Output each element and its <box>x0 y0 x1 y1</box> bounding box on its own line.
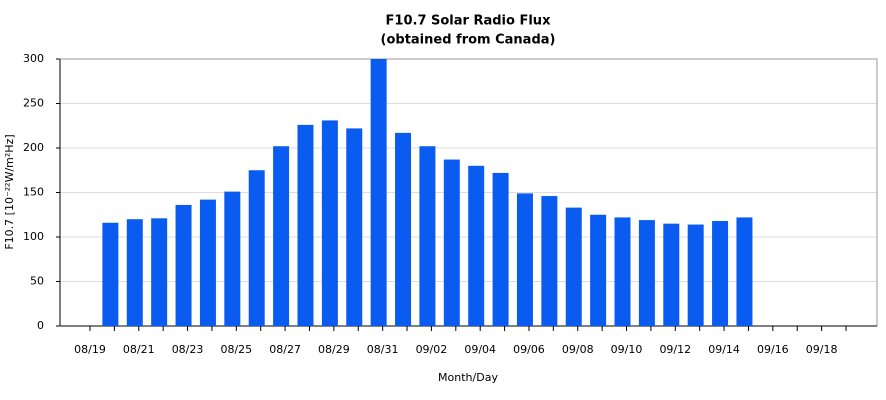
bar <box>614 217 631 326</box>
bar <box>638 220 655 326</box>
bar <box>224 191 241 326</box>
x-tick-label: 09/04 <box>464 343 496 356</box>
y-tick-label: 0 <box>37 319 44 332</box>
y-tick-label: 100 <box>23 230 44 243</box>
chart-subtitle: (obtained from Canada) <box>381 33 556 48</box>
x-axis-label: Month/Day <box>438 371 498 384</box>
y-tick-label: 300 <box>23 52 44 65</box>
bar <box>443 159 460 326</box>
x-tick-label: 09/08 <box>562 343 594 356</box>
x-tick-label: 09/10 <box>611 343 643 356</box>
bar <box>468 165 485 326</box>
bar <box>492 172 509 326</box>
bar <box>687 224 704 326</box>
y-tick-label: 150 <box>23 186 44 199</box>
y-tick-label: 250 <box>23 97 44 110</box>
bar <box>736 217 753 326</box>
bar <box>126 219 143 326</box>
bar <box>175 204 192 326</box>
bar <box>565 207 582 326</box>
bar <box>541 196 558 326</box>
x-tick-label: 08/25 <box>220 343 252 356</box>
bar <box>321 120 338 326</box>
y-axis-label: F10.7 [10⁻²²W/m²Hz] <box>3 134 16 249</box>
y-tick-label: 50 <box>30 275 44 288</box>
x-tick-label: 09/12 <box>659 343 691 356</box>
x-tick-label: 09/14 <box>708 343 740 356</box>
bar <box>199 199 216 326</box>
x-tick-label: 09/18 <box>806 343 838 356</box>
bar <box>151 218 168 326</box>
x-tick-label: 08/21 <box>123 343 155 356</box>
x-tick-label: 08/19 <box>74 343 106 356</box>
bar <box>516 193 533 326</box>
x-tick-label: 09/16 <box>757 343 789 356</box>
bar <box>273 146 290 326</box>
x-tick-label: 08/29 <box>318 343 350 356</box>
chart-title: F10.7 Solar Radio Flux <box>386 14 552 29</box>
bar <box>663 223 680 326</box>
x-tick-label: 08/23 <box>172 343 204 356</box>
x-tick-label: 08/27 <box>269 343 301 356</box>
y-tick-label: 200 <box>23 141 44 154</box>
bar <box>590 214 607 326</box>
x-tick-label: 09/06 <box>513 343 545 356</box>
bar <box>297 124 314 326</box>
bar <box>395 132 412 326</box>
bar <box>346 128 363 326</box>
x-tick-label: 08/31 <box>367 343 399 356</box>
bar <box>248 170 265 326</box>
x-tick-label: 09/02 <box>416 343 448 356</box>
bar <box>712 220 729 326</box>
bar <box>370 59 387 326</box>
bar <box>419 146 436 326</box>
bar <box>102 222 119 326</box>
